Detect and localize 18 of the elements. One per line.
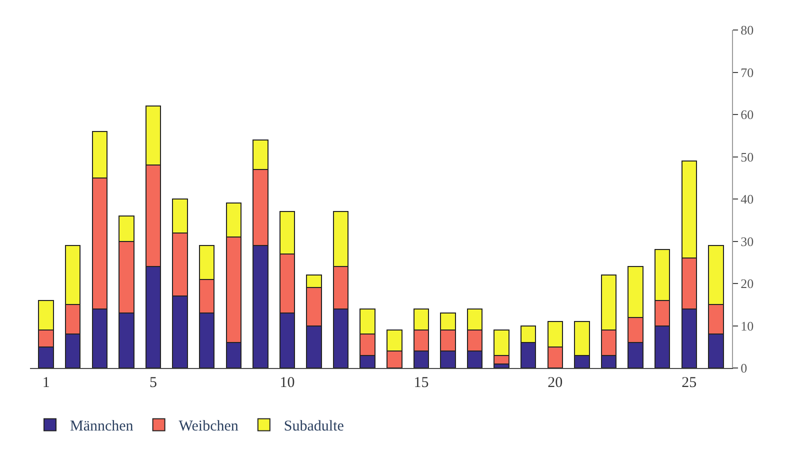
y-tick-label: 30 (740, 234, 754, 249)
y-tick-label: 0 (740, 360, 748, 376)
y-tick-label: 60 (740, 107, 754, 122)
y-tick-label: 70 (740, 64, 754, 80)
x-tick-label: 1 (42, 375, 50, 391)
y-tick-label: 20 (740, 276, 754, 292)
legend-label: Weibchen (178, 418, 239, 435)
x-tick-label: 10 (280, 375, 295, 391)
x-tick-label: 5 (150, 375, 157, 391)
legend-label: Männchen (70, 418, 134, 435)
x-tick-label: 20 (548, 375, 563, 391)
x-tick-label: 15 (414, 375, 429, 391)
x-tick-label: 25 (682, 375, 697, 391)
y-tick-label: 10 (740, 318, 754, 334)
y-tick-label: 40 (740, 192, 754, 207)
y-tick-label: 50 (740, 149, 754, 164)
legend-label: Subadulte (284, 418, 344, 435)
y-tick-label: 80 (740, 22, 754, 38)
